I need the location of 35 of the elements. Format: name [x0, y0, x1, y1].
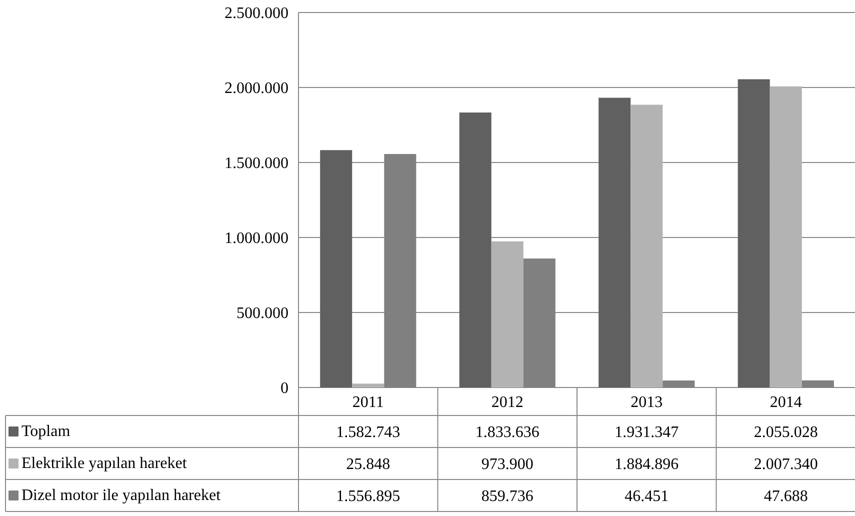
data-label: 25.848 [346, 456, 390, 473]
bar [770, 86, 802, 388]
bar [662, 380, 695, 388]
bar [802, 380, 834, 388]
x-tick-label: 2013 [630, 394, 663, 411]
bar [459, 112, 492, 388]
x-tick-label: 2014 [770, 394, 802, 411]
legend-label: Toplam [22, 423, 71, 440]
data-label: 46.451 [624, 488, 669, 505]
bar [598, 98, 631, 388]
y-tick-label: 1.000.000 [224, 230, 288, 247]
y-tick-label: 0 [280, 380, 288, 397]
data-label: 47.688 [764, 488, 808, 505]
data-label: 859.736 [481, 488, 534, 505]
bar [738, 79, 770, 388]
data-label: 1.884.896 [614, 456, 679, 473]
y-tick-label: 500.000 [236, 305, 288, 322]
data-label: 1.556.895 [336, 488, 400, 505]
bar [630, 104, 663, 388]
data-label: 2.007.340 [754, 456, 818, 473]
x-tick-label: 2012 [491, 394, 524, 411]
bar [491, 241, 524, 388]
data-label: 973.900 [481, 456, 534, 473]
legend-label: Dizel motor ile yapılan hareket [22, 487, 222, 504]
bar [320, 150, 352, 388]
y-tick-label: 2.000.000 [224, 80, 288, 97]
data-label: 1.833.636 [475, 424, 540, 441]
data-label: 1.582.743 [336, 424, 400, 441]
y-tick-label: 2.500.000 [224, 5, 288, 22]
y-tick-label: 1.500.000 [224, 155, 288, 172]
legend-label: Elektrikle yapılan hareket [22, 455, 188, 472]
bar [352, 384, 384, 388]
data-label: 1.931.347 [614, 424, 679, 441]
x-tick-label: 2011 [352, 394, 384, 411]
data-label: 2.055.028 [754, 424, 818, 441]
